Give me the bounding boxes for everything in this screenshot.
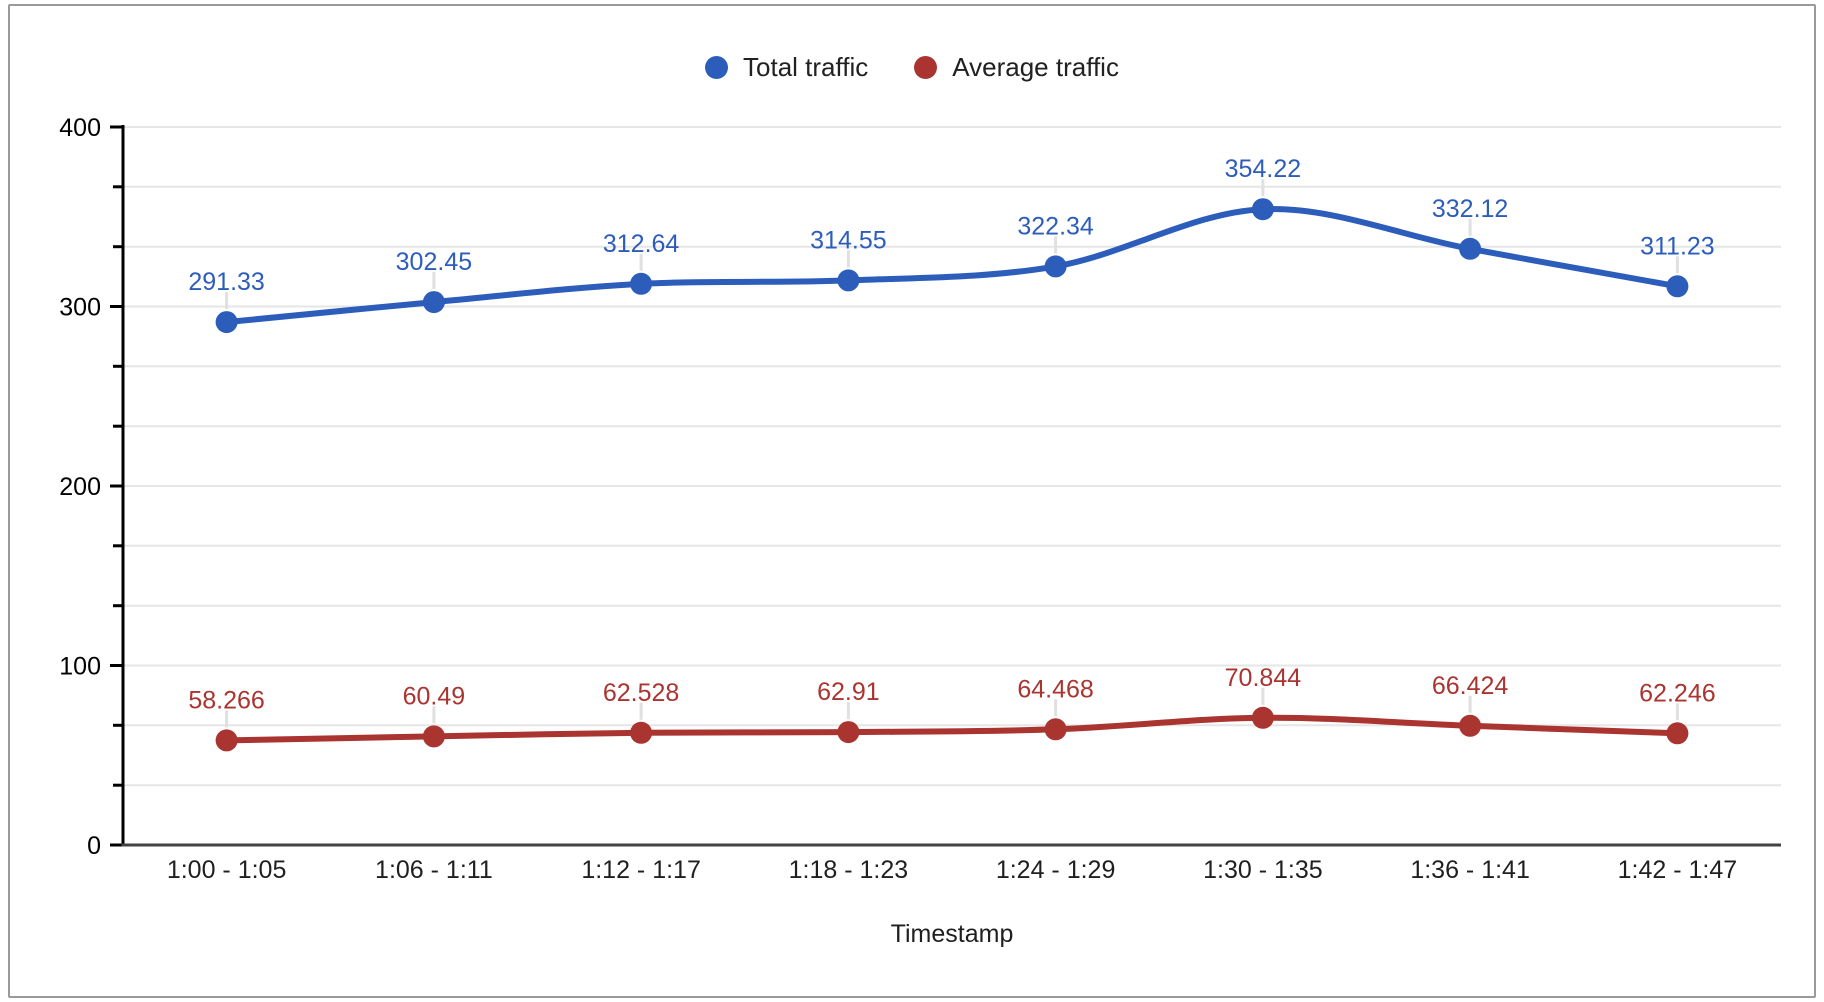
- data-point-label-average-traffic: 60.49: [403, 682, 466, 710]
- y-tick-label: 200: [59, 473, 101, 501]
- data-point-label-average-traffic: 62.246: [1639, 679, 1715, 707]
- x-axis-title: Timestamp: [890, 920, 1014, 948]
- legend-label-average-traffic: Average traffic: [952, 52, 1119, 82]
- data-point-average-traffic[interactable]: [1251, 706, 1274, 729]
- x-tick-label: 1:18 - 1:23: [789, 856, 909, 884]
- legend-label-total-traffic: Total traffic: [743, 52, 869, 82]
- x-tick-label: 1:00 - 1:05: [167, 856, 287, 884]
- data-point-total-traffic[interactable]: [1459, 237, 1482, 260]
- data-point-average-traffic[interactable]: [215, 729, 238, 752]
- data-point-total-traffic[interactable]: [1044, 255, 1067, 278]
- x-tick-label: 1:36 - 1:41: [1410, 856, 1530, 884]
- data-point-average-traffic[interactable]: [630, 721, 653, 744]
- series-line-average-traffic: [223, 714, 1681, 744]
- data-point-label-average-traffic: 62.91: [817, 678, 880, 706]
- data-point-label-total-traffic: 291.33: [188, 268, 264, 296]
- x-tick-label: 1:06 - 1:11: [375, 856, 493, 884]
- data-point-label-average-traffic: 70.844: [1225, 664, 1302, 692]
- y-tick-label: 400: [59, 114, 101, 142]
- data-point-average-traffic[interactable]: [1666, 722, 1689, 745]
- data-point-total-traffic[interactable]: [215, 311, 238, 334]
- data-point-label-total-traffic: 302.45: [396, 248, 472, 276]
- data-point-total-traffic[interactable]: [630, 272, 653, 295]
- data-point-label-total-traffic: 322.34: [1017, 212, 1094, 240]
- data-point-average-traffic[interactable]: [1044, 718, 1067, 741]
- data-point-total-traffic[interactable]: [422, 291, 445, 314]
- x-tick-label: 1:12 - 1:17: [581, 856, 701, 884]
- y-tick-label: 300: [59, 294, 101, 322]
- data-point-total-traffic[interactable]: [1251, 198, 1274, 221]
- data-point-label-average-traffic: 62.528: [603, 679, 679, 707]
- data-point-label-total-traffic: 314.55: [810, 226, 886, 254]
- series-line-total-traffic: [223, 206, 1681, 326]
- data-point-label-average-traffic: 66.424: [1432, 672, 1509, 700]
- data-point-label-total-traffic: 311.23: [1640, 232, 1715, 260]
- data-point-total-traffic[interactable]: [837, 269, 860, 292]
- legend: Total traffic Average traffic: [0, 52, 1824, 83]
- data-point-average-traffic[interactable]: [1459, 714, 1482, 737]
- x-tick-label: 1:30 - 1:35: [1203, 856, 1323, 884]
- average-traffic-dot-icon: [914, 56, 938, 79]
- data-point-label-total-traffic: 354.22: [1225, 155, 1301, 183]
- total-traffic-dot-icon: [705, 56, 729, 79]
- data-point-average-traffic[interactable]: [837, 721, 860, 744]
- data-point-average-traffic[interactable]: [422, 725, 445, 748]
- data-point-label-average-traffic: 64.468: [1017, 675, 1093, 703]
- y-tick-label: 0: [87, 832, 101, 860]
- data-point-label-total-traffic: 312.64: [603, 230, 680, 258]
- x-tick-label: 1:42 - 1:47: [1618, 856, 1738, 884]
- y-tick-label: 100: [59, 653, 101, 681]
- legend-item-average-traffic[interactable]: Average traffic: [914, 52, 1119, 83]
- x-tick-label: 1:24 - 1:29: [996, 856, 1116, 884]
- legend-item-total-traffic[interactable]: Total traffic: [705, 52, 868, 83]
- data-point-label-average-traffic: 58.266: [188, 686, 264, 714]
- data-point-label-total-traffic: 332.12: [1432, 195, 1508, 223]
- data-point-total-traffic[interactable]: [1666, 275, 1689, 298]
